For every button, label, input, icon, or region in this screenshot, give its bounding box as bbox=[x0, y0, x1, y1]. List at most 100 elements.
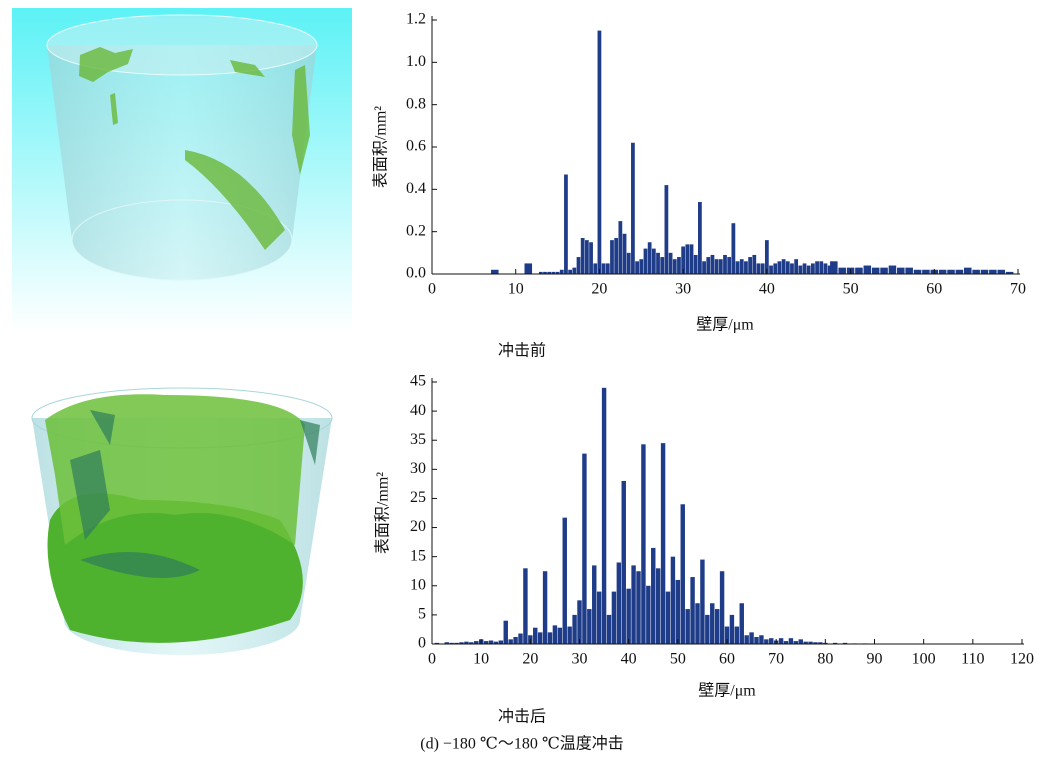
image-before bbox=[12, 8, 352, 332]
bar bbox=[790, 263, 794, 274]
bar bbox=[572, 267, 577, 274]
bar bbox=[794, 259, 799, 274]
bar bbox=[631, 142, 635, 274]
bar bbox=[832, 642, 838, 644]
y-tick-label: 15 bbox=[410, 547, 426, 564]
bar bbox=[830, 261, 838, 274]
x-tick-label: 0 bbox=[428, 651, 436, 668]
bar bbox=[524, 263, 533, 274]
bar bbox=[739, 259, 744, 274]
x-tick-label: 40 bbox=[621, 651, 637, 668]
bar bbox=[616, 562, 622, 644]
bar bbox=[611, 591, 617, 644]
bar bbox=[922, 269, 930, 274]
bar bbox=[803, 641, 808, 644]
bar bbox=[508, 639, 513, 644]
x-tick-label: 30 bbox=[675, 281, 691, 298]
bar bbox=[587, 609, 592, 644]
x-tick-label: 90 bbox=[867, 651, 883, 668]
bar bbox=[989, 269, 997, 274]
bar bbox=[739, 603, 744, 644]
bar bbox=[533, 627, 538, 644]
bar bbox=[547, 271, 552, 274]
bar bbox=[543, 271, 547, 274]
bar bbox=[592, 565, 597, 644]
bar bbox=[863, 265, 872, 274]
bar bbox=[729, 614, 735, 644]
bar bbox=[464, 641, 469, 644]
bar bbox=[815, 261, 819, 274]
bar bbox=[675, 579, 681, 644]
bar bbox=[744, 635, 749, 644]
bar bbox=[752, 254, 757, 274]
x-tick-label: 60 bbox=[926, 281, 942, 298]
y-axis-label: 表面积/mm² bbox=[374, 472, 392, 554]
bar bbox=[938, 269, 947, 274]
bar bbox=[754, 637, 759, 644]
bar bbox=[596, 591, 602, 644]
x-tick-label: 50 bbox=[670, 651, 686, 668]
bar bbox=[434, 642, 440, 644]
bar bbox=[655, 568, 661, 644]
x-tick-label: 120 bbox=[1010, 651, 1034, 668]
bar bbox=[955, 269, 964, 274]
bar bbox=[690, 577, 695, 644]
bar bbox=[643, 248, 648, 274]
bar bbox=[557, 627, 563, 644]
bar bbox=[568, 269, 573, 274]
bar bbox=[871, 267, 880, 274]
bar bbox=[785, 261, 790, 274]
bar bbox=[905, 267, 913, 274]
bar bbox=[636, 571, 641, 644]
bar bbox=[764, 639, 769, 644]
bar bbox=[724, 626, 730, 644]
bar bbox=[656, 252, 660, 274]
x-tick-label: 100 bbox=[912, 651, 936, 668]
bar bbox=[593, 263, 598, 274]
y-tick-label: 0.4 bbox=[406, 180, 426, 197]
bar bbox=[838, 267, 846, 274]
bar bbox=[714, 609, 720, 644]
x-tick-label: 70 bbox=[768, 651, 784, 668]
y-tick-label: 40 bbox=[410, 402, 426, 419]
bar bbox=[622, 233, 627, 274]
bar bbox=[764, 240, 769, 274]
bar bbox=[749, 632, 754, 644]
bar bbox=[552, 625, 558, 644]
bar bbox=[734, 626, 740, 644]
bar bbox=[651, 547, 656, 644]
bar bbox=[897, 267, 905, 274]
bar bbox=[444, 642, 449, 644]
y-tick-label: 1.0 bbox=[406, 53, 426, 70]
x-tick-label: 50 bbox=[843, 281, 859, 298]
bar bbox=[731, 223, 736, 274]
bar bbox=[641, 444, 646, 644]
bar bbox=[606, 614, 612, 644]
bar bbox=[572, 614, 577, 644]
y-axis-label: 表面积/mm² bbox=[372, 106, 390, 188]
bar bbox=[855, 267, 863, 274]
bar bbox=[710, 254, 715, 274]
bar bbox=[788, 638, 794, 644]
bar bbox=[760, 263, 765, 274]
bar bbox=[706, 257, 711, 274]
bar bbox=[562, 517, 567, 644]
bar bbox=[610, 240, 614, 274]
bar bbox=[783, 641, 789, 644]
y-tick-label: 25 bbox=[410, 489, 426, 506]
bar bbox=[665, 591, 671, 644]
bar bbox=[605, 263, 610, 274]
bar bbox=[727, 257, 732, 274]
x-tick-label: 60 bbox=[719, 651, 735, 668]
bar bbox=[798, 639, 803, 644]
bar bbox=[744, 261, 748, 274]
bar bbox=[589, 242, 593, 274]
y-tick-label: 45 bbox=[410, 373, 426, 390]
bar bbox=[997, 269, 1006, 274]
bar bbox=[980, 269, 989, 274]
x-tick-label: 0 bbox=[428, 281, 436, 298]
bar bbox=[769, 265, 773, 274]
bar bbox=[555, 271, 560, 274]
bar bbox=[718, 259, 723, 274]
